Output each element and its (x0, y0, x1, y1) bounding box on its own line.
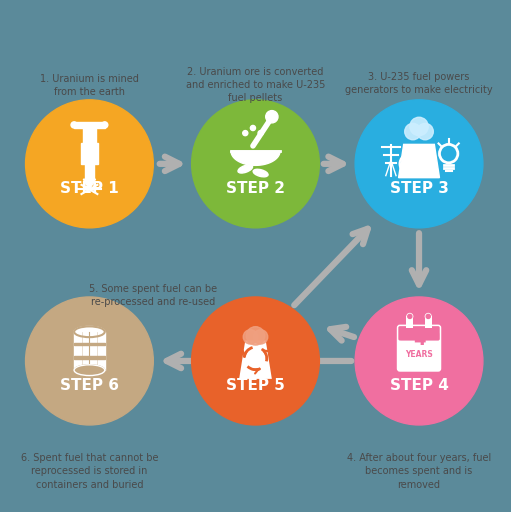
Circle shape (26, 100, 153, 228)
Bar (74, 356, 105, 358)
Bar (74, 343, 105, 345)
Wedge shape (412, 164, 420, 172)
Text: 4: 4 (413, 331, 425, 350)
Wedge shape (405, 154, 414, 160)
Circle shape (102, 122, 108, 128)
Circle shape (425, 313, 432, 320)
Circle shape (258, 131, 263, 136)
Polygon shape (399, 144, 439, 178)
Circle shape (266, 111, 278, 123)
Text: 3. U-235 fuel powers
generators to make electricity: 3. U-235 fuel powers generators to make … (345, 72, 493, 95)
Bar (400, 333, 438, 339)
Circle shape (246, 327, 265, 345)
Circle shape (407, 161, 413, 167)
Circle shape (250, 125, 256, 131)
Circle shape (355, 297, 483, 425)
FancyBboxPatch shape (397, 325, 442, 372)
Polygon shape (239, 340, 272, 379)
Ellipse shape (253, 169, 268, 177)
Circle shape (408, 314, 412, 318)
Circle shape (410, 117, 428, 136)
Ellipse shape (74, 365, 105, 376)
Text: 1. Uranium is mined
from the earth: 1. Uranium is mined from the earth (40, 74, 139, 97)
Text: YEARS: YEARS (405, 350, 433, 359)
Text: STEP 3: STEP 3 (389, 181, 449, 196)
Polygon shape (83, 179, 96, 189)
Circle shape (426, 314, 430, 318)
Circle shape (417, 123, 433, 140)
Bar (74, 332, 105, 370)
Circle shape (192, 100, 319, 228)
Text: STEP 2: STEP 2 (226, 181, 285, 196)
Circle shape (405, 123, 421, 140)
Polygon shape (231, 151, 280, 165)
Circle shape (355, 100, 483, 228)
Wedge shape (400, 164, 408, 172)
FancyBboxPatch shape (399, 326, 439, 340)
Circle shape (26, 297, 153, 425)
Bar (74, 122, 105, 128)
Bar (85, 162, 94, 179)
Circle shape (71, 122, 77, 128)
Circle shape (192, 297, 319, 425)
Text: 2. Uranium ore is converted
and enriched to make U-235
fuel pellets: 2. Uranium ore is converted and enriched… (186, 67, 325, 103)
Text: 6. Spent fuel that cannot be
reprocessed is stored in
containers and buried: 6. Spent fuel that cannot be reprocessed… (20, 453, 158, 489)
Bar (425, 316, 432, 328)
Circle shape (243, 131, 248, 136)
Bar (406, 316, 413, 328)
Ellipse shape (238, 165, 252, 173)
Bar (81, 143, 98, 164)
Bar (83, 126, 96, 146)
Text: 5. Some spent fuel can be
re-processed and re-used: 5. Some spent fuel can be re-processed a… (89, 284, 217, 307)
Circle shape (253, 330, 268, 344)
Circle shape (243, 330, 258, 344)
Text: STEP 6: STEP 6 (60, 378, 119, 393)
Ellipse shape (74, 327, 105, 337)
Text: 4. After about four years, fuel
becomes spent and is
removed: 4. After about four years, fuel becomes … (347, 453, 491, 489)
Text: STEP 5: STEP 5 (226, 378, 285, 393)
Text: STEP 4: STEP 4 (389, 378, 449, 393)
Text: STEP 1: STEP 1 (60, 181, 119, 196)
Circle shape (406, 313, 413, 320)
